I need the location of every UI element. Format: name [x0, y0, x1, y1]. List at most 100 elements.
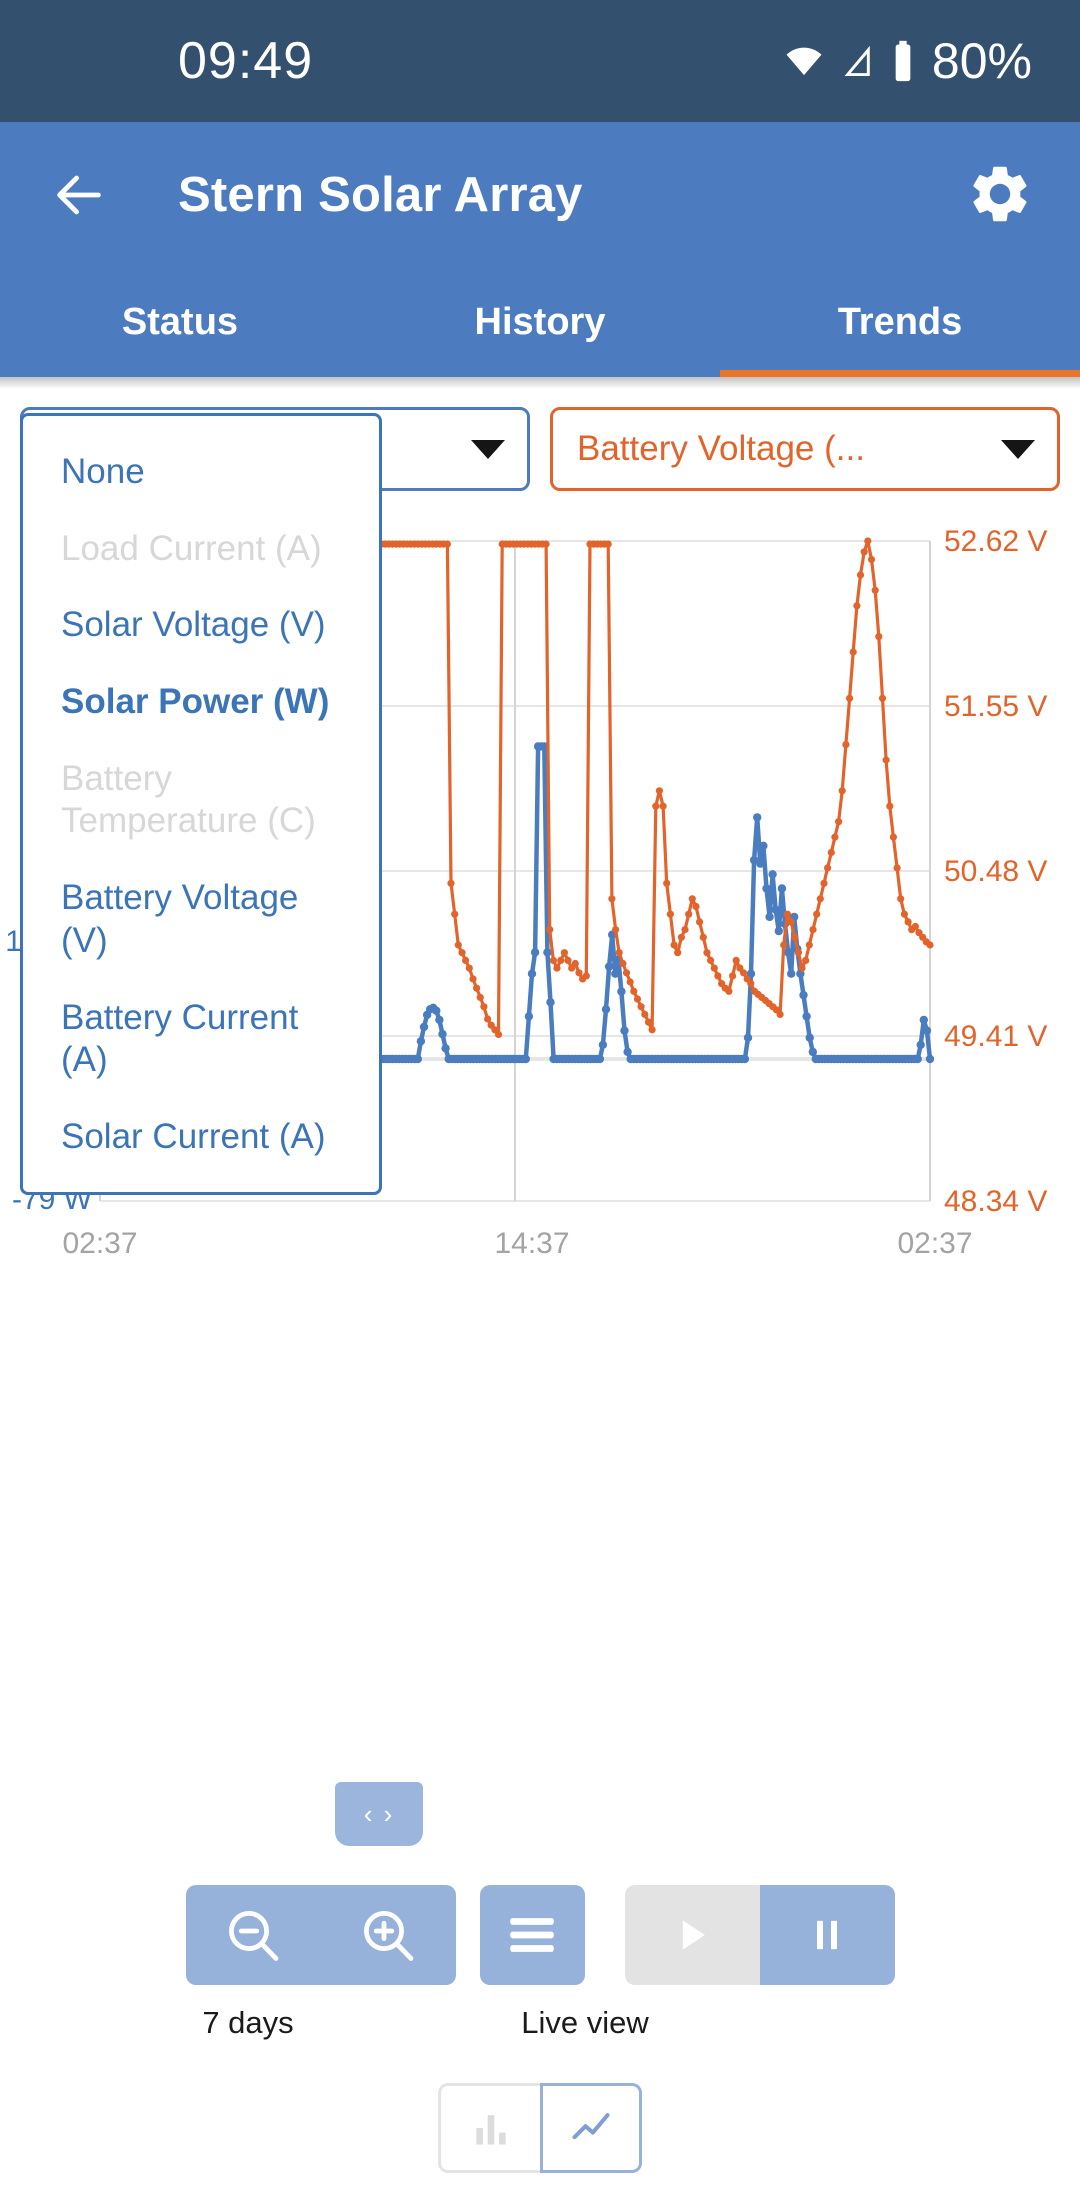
series-point: [604, 962, 614, 971]
series-point: [582, 972, 590, 980]
right-tick-3: 49.41 V: [944, 1020, 1047, 1053]
chart-controls: [0, 1885, 1080, 1985]
series-point: [454, 941, 462, 949]
series-point: [473, 984, 481, 992]
series-point: [699, 933, 707, 941]
tab-indicator: [719, 370, 1080, 377]
series-point: [670, 941, 678, 949]
series-point: [824, 864, 832, 872]
series-point: [774, 926, 783, 936]
dropdown-item-solar-voltage[interactable]: Solar Voltage (V): [61, 605, 326, 645]
x-tick-2: 02:37: [897, 1227, 972, 1260]
zoom-in-button[interactable]: [320, 1885, 456, 1985]
magnifier-minus-icon: [229, 1911, 279, 1961]
status-clock: 09:49: [178, 32, 314, 90]
left-series-dropdown-menu[interactable]: None Load Current (A) Solar Voltage (V) …: [20, 413, 382, 1195]
series-point: [794, 949, 803, 957]
series-point: [798, 964, 806, 972]
series-point: [652, 802, 660, 810]
back-arrow-icon[interactable]: [44, 160, 114, 230]
play-button[interactable]: [624, 1885, 760, 1985]
series-point: [623, 1047, 632, 1057]
dropdown-item-solar-current[interactable]: Solar Current (A): [61, 1116, 326, 1156]
live-view-caption: Live view: [521, 2005, 649, 2040]
series-point: [732, 956, 740, 964]
series-point: [756, 859, 765, 868]
right-tick-1: 51.55 V: [944, 690, 1047, 723]
series-point: [816, 895, 824, 903]
series-point: [886, 802, 894, 810]
signal-icon: [838, 41, 878, 81]
dropdown-item-battery-current[interactable]: Battery Current (A): [61, 997, 299, 1080]
series-point: [805, 1033, 814, 1042]
right-series-select[interactable]: Battery Voltage (...: [550, 407, 1060, 491]
series-point: [416, 1037, 426, 1046]
series-point: [813, 910, 821, 918]
series-point: [846, 694, 854, 702]
pause-button[interactable]: [759, 1885, 895, 1985]
series-point: [897, 895, 905, 903]
series-point: [820, 879, 828, 887]
series-point: [484, 1015, 492, 1023]
menu-button[interactable]: [479, 1885, 585, 1985]
series-point: [608, 895, 616, 903]
series-point: [743, 1033, 753, 1042]
series-point: [802, 956, 810, 964]
series-point: [787, 969, 796, 978]
series-point: [612, 926, 620, 934]
dropdown-item-solar-power[interactable]: Solar Power (W): [61, 682, 330, 722]
series-point: [641, 1010, 649, 1018]
series-point: [805, 941, 813, 949]
series-point: [648, 1026, 656, 1034]
series-point: [655, 787, 664, 795]
series-point: [637, 1003, 645, 1011]
series-point: [714, 972, 722, 980]
right-series-value: Battery Voltage (...: [577, 429, 865, 468]
series-point: [765, 912, 774, 922]
series-point: [696, 918, 704, 926]
magnifier-plus-icon: [364, 1911, 414, 1961]
series-point: [783, 910, 792, 918]
series-point: [707, 956, 715, 964]
series-point: [878, 694, 887, 702]
series-point: [644, 1018, 653, 1026]
series-point: [867, 555, 876, 564]
bar-chart-option[interactable]: [438, 2083, 540, 2173]
dropdown-item-battery-voltage[interactable]: Battery Voltage (V): [61, 878, 299, 960]
zoom-out-button[interactable]: [185, 1885, 321, 1985]
series-point: [557, 956, 565, 964]
dropdown-item-load-current: Load Current (A): [61, 528, 322, 568]
series-point: [451, 910, 459, 918]
tab-status[interactable]: Status: [121, 300, 239, 343]
series-point: [799, 990, 808, 1000]
right-tick-4: 48.34 V: [944, 1185, 1047, 1218]
series-point: [762, 884, 771, 893]
series-point: [911, 922, 920, 931]
series-point: [549, 956, 558, 964]
line-chart-icon: [572, 2113, 610, 2140]
series-point: [926, 941, 934, 949]
series-point: [925, 1054, 935, 1064]
series-point: [447, 879, 455, 887]
pan-handle[interactable]: ‹ ›: [335, 1782, 423, 1846]
series-point: [889, 833, 898, 841]
tab-history[interactable]: History: [474, 300, 606, 343]
series-point: [663, 879, 671, 887]
series-point: [900, 910, 909, 918]
series-point: [860, 548, 868, 556]
series-point: [681, 926, 689, 934]
series-point: [677, 933, 686, 941]
tab-trends[interactable]: Trends: [837, 300, 963, 343]
series-point: [809, 926, 817, 934]
series-point: [776, 1010, 784, 1018]
series-point: [747, 980, 755, 988]
line-chart-option[interactable]: [540, 2083, 642, 2173]
dropdown-item-none[interactable]: None: [61, 452, 145, 491]
app-bar: Stern Solar Array: [0, 122, 1080, 267]
battery-icon: [890, 39, 916, 83]
series-point: [546, 998, 555, 1007]
series-point: [620, 1026, 629, 1035]
gear-icon[interactable]: [964, 158, 1036, 230]
series-point: [838, 787, 846, 795]
series-point: [524, 1012, 534, 1021]
